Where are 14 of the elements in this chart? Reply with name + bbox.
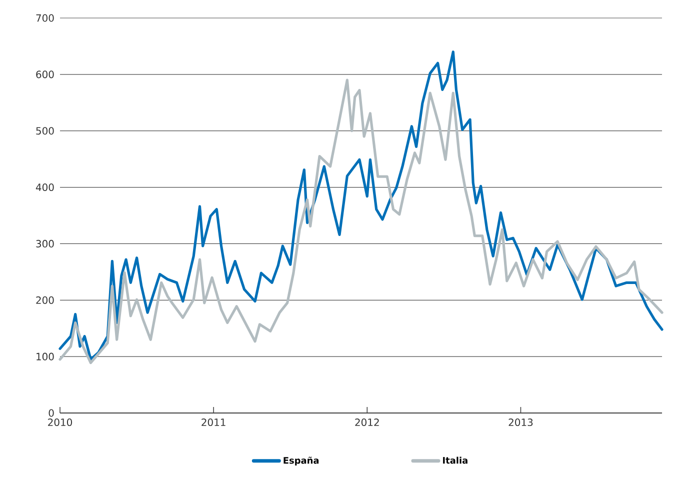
y-tick-label: 200 — [36, 296, 54, 304]
x-tick-label: 2012 — [355, 418, 379, 426]
y-tick-label: 700 — [36, 14, 54, 22]
x-tick-label: 2010 — [48, 418, 72, 426]
y-tick-label: 100 — [36, 352, 54, 360]
y-tick-label: 0 — [48, 409, 54, 417]
legend-label: España — [284, 456, 319, 466]
y-tick-label: 600 — [36, 70, 54, 78]
y-tick-label: 400 — [36, 184, 54, 192]
y-tick-label: 300 — [36, 240, 54, 248]
y-tick-label: 500 — [36, 127, 54, 135]
legend-label: Italia — [443, 456, 468, 464]
x-tick-label: 2011 — [202, 418, 226, 426]
x-tick-label: 2013 — [508, 418, 533, 426]
